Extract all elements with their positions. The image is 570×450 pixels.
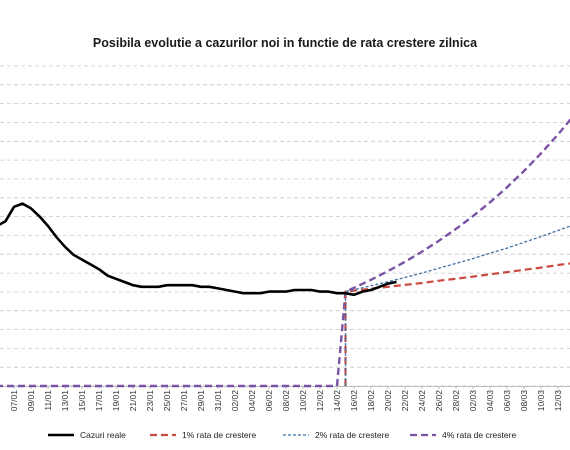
series-line-3: [0, 118, 570, 388]
x-tick-label: 08/02: [281, 390, 291, 412]
x-axis: 07/01 09/01 11/01 13/01 15/01 17/01 19/01 21/01…: [0, 386, 570, 411]
x-tick-label: 14/02: [332, 390, 342, 412]
legend: Cazuri reale 1% rata de crestere 2% rata d…: [48, 430, 516, 440]
series-line-2: [344, 225, 570, 386]
series-lines: [0, 118, 570, 388]
x-tick-label: 31/01: [213, 390, 223, 412]
x-tick-label: 19/01: [111, 390, 121, 412]
x-tick-label: 29/01: [196, 390, 206, 412]
x-tick-label: 26/02: [434, 390, 444, 412]
x-tick-label: 13/01: [60, 390, 70, 412]
x-tick-label: 23/01: [145, 390, 155, 412]
x-tick-label: 22/02: [400, 390, 410, 412]
x-tick-label: 02/02: [230, 390, 240, 412]
x-tick-label: 04/02: [247, 390, 257, 412]
x-tick-label: 24/02: [417, 390, 427, 412]
x-tick-label: 08/03: [519, 390, 529, 412]
x-tick-label: 16/02: [349, 390, 359, 412]
legend-label-3: 4% rata de crestere: [442, 430, 516, 440]
x-tick-label: 21/01: [128, 390, 138, 412]
x-tick-label: 25/01: [162, 390, 172, 412]
x-tick-label: 10/03: [536, 390, 546, 412]
x-tick-label: 28/02: [451, 390, 461, 412]
x-tick-label: 06/02: [264, 390, 274, 412]
x-tick-label: 27/01: [179, 390, 189, 412]
x-tick-label: 06/03: [502, 390, 512, 412]
x-tick-label: 12/03: [553, 390, 563, 412]
gridlines: [0, 65, 570, 387]
x-tick-label: 18/02: [366, 390, 376, 412]
x-tick-label: 04/03: [485, 390, 495, 412]
series-line-0: [0, 202, 397, 297]
x-tick-label: 07/01: [9, 390, 19, 412]
legend-label-0: Cazuri reale: [80, 430, 126, 440]
x-tick-label: 17/01: [94, 390, 104, 412]
x-tick-label: 11/01: [43, 390, 53, 411]
x-tick-label: 12/02: [315, 390, 325, 412]
legend-label-1: 1% rata de crestere: [182, 430, 256, 440]
chart-title: Posibila evolutie a cazurilor noi in fun…: [92, 36, 478, 50]
legend-label-2: 2% rata de crestere: [315, 430, 389, 440]
x-tick-label: 15/01: [77, 390, 87, 412]
series-line-1: [344, 262, 570, 386]
x-tick-label: 02/03: [468, 390, 478, 412]
x-tick-label: 10/02: [298, 390, 308, 412]
x-tick-label: 20/02: [383, 390, 393, 412]
x-tick-label: 09/01: [26, 390, 36, 412]
